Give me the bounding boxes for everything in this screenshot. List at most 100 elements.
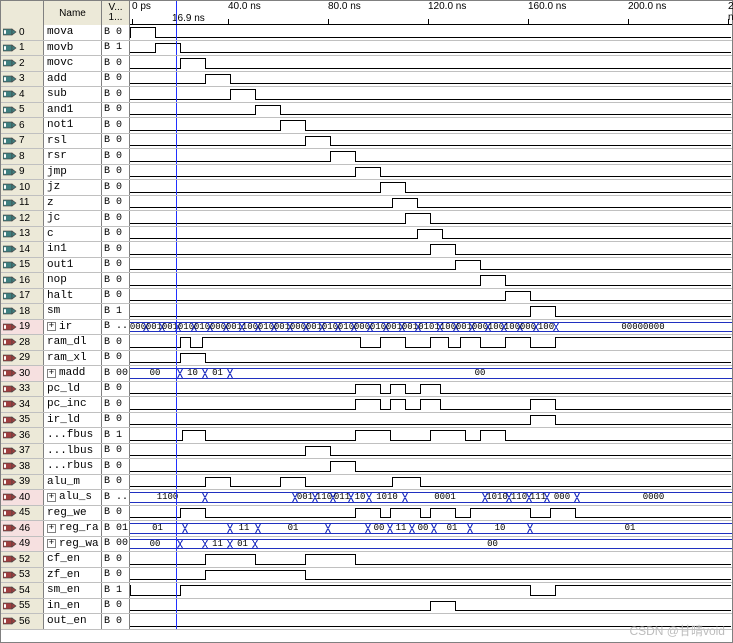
signal-name-cell[interactable]: jc [44,211,102,226]
waveform-lane[interactable] [130,134,732,149]
row-handle[interactable]: 53 [1,568,44,583]
signal-name-cell[interactable]: ...lbus [44,444,102,459]
signal-row[interactable]: 2movcB 0 [1,56,732,72]
row-handle[interactable]: 30 [1,366,44,381]
name-header[interactable]: Name [44,1,102,25]
waveform-lane[interactable]: 00100100 [130,366,732,381]
row-handle[interactable]: 52 [1,552,44,567]
row-handle[interactable]: 2 [1,56,44,71]
expand-toggle[interactable]: + [47,369,56,378]
signal-row[interactable]: 38...rbusB 0 [1,459,732,475]
waveform-lane[interactable] [130,118,732,133]
signal-row[interactable]: 5and1B 0 [1,103,732,119]
row-handle[interactable]: 34 [1,397,44,412]
signal-value-cell[interactable]: B 00 [102,366,130,381]
signal-row[interactable]: 36...fbusB 1 [1,428,732,444]
signal-value-cell[interactable]: B 0 [102,568,130,583]
row-handle[interactable]: 12 [1,211,44,226]
signal-value-cell[interactable]: B 0 [102,196,130,211]
signal-name-cell[interactable]: +reg_ra [44,521,102,536]
signal-value-cell[interactable]: B 0 [102,242,130,257]
expand-toggle[interactable]: + [47,322,56,331]
signal-name-cell[interactable]: sm [44,304,102,319]
value-header[interactable]: V... 1... [102,1,130,25]
signal-name-cell[interactable]: ram_dl [44,335,102,350]
signal-value-cell[interactable]: B 0 [102,87,130,102]
row-handle[interactable]: 35 [1,413,44,428]
expand-toggle[interactable]: + [47,493,56,502]
row-handle[interactable]: 39 [1,475,44,490]
signal-value-cell[interactable]: B 0 [102,118,130,133]
signal-name-cell[interactable]: in1 [44,242,102,257]
row-handle[interactable]: 40 [1,490,44,505]
row-handle[interactable]: 49 [1,537,44,552]
signal-name-cell[interactable]: sm_en [44,583,102,598]
row-handle[interactable]: 8 [1,149,44,164]
waveform-lane[interactable] [130,273,732,288]
signal-value-cell[interactable]: B 0 [102,351,130,366]
signal-name-cell[interactable]: c [44,227,102,242]
signal-value-cell[interactable]: B 1 [102,583,130,598]
waveform-lane[interactable] [130,552,732,567]
signal-row[interactable]: 1movbB 1 [1,41,732,57]
row-handle[interactable]: 6 [1,118,44,133]
signal-name-cell[interactable]: ram_xl [44,351,102,366]
signal-name-cell[interactable]: mova [44,25,102,40]
row-handle[interactable]: 5 [1,103,44,118]
signal-row[interactable]: 18smB 1 [1,304,732,320]
row-handle[interactable]: 4 [1,87,44,102]
waveform-lane[interactable] [130,397,732,412]
expand-toggle[interactable]: + [47,539,56,548]
signal-row[interactable]: 9jmpB 0 [1,165,732,181]
waveform-lane[interactable] [130,242,732,257]
signal-row[interactable]: 39alu_mB 0 [1,475,732,491]
row-handle[interactable]: 46 [1,521,44,536]
signal-name-cell[interactable]: z [44,196,102,211]
signal-name-cell[interactable]: reg_we [44,506,102,521]
waveform-lane[interactable] [130,165,732,180]
signal-value-cell[interactable]: B 0 [102,211,130,226]
row-handle[interactable]: 1 [1,41,44,56]
waveform-lane[interactable]: 1100001110011101010000110101101110000000 [130,490,732,505]
signal-value-cell[interactable]: B 0 [102,165,130,180]
signal-row[interactable]: 52cf_enB 0 [1,552,732,568]
row-handle[interactable]: 36 [1,428,44,443]
signal-name-cell[interactable]: halt [44,289,102,304]
signal-name-cell[interactable]: and1 [44,103,102,118]
row-handle[interactable]: 11 [1,196,44,211]
signal-row[interactable]: 4subB 0 [1,87,732,103]
signal-value-cell[interactable]: B 0 [102,413,130,428]
signal-value-cell[interactable]: B 0 [102,459,130,474]
row-handle[interactable]: 16 [1,273,44,288]
waveform-lane[interactable] [130,41,732,56]
waveform-lane[interactable] [130,103,732,118]
row-handle[interactable]: 28 [1,335,44,350]
row-handle[interactable]: 7 [1,134,44,149]
signal-row[interactable]: 11zB 0 [1,196,732,212]
row-handle[interactable]: 15 [1,258,44,273]
signal-value-cell[interactable]: B ... [102,490,130,505]
waveform-lane[interactable] [130,227,732,242]
waveform-lane[interactable] [130,196,732,211]
signal-name-cell[interactable]: rsr [44,149,102,164]
row-handle[interactable]: 18 [1,304,44,319]
row-handle[interactable]: 29 [1,351,44,366]
signal-row[interactable]: 35ir_ldB 0 [1,413,732,429]
signal-row[interactable]: 13cB 0 [1,227,732,243]
signal-value-cell[interactable]: B 0 [102,56,130,71]
waveform-lane[interactable] [130,382,732,397]
signal-row[interactable]: 0movaB 0 [1,25,732,41]
waveform-lane[interactable] [130,87,732,102]
waveform-lane[interactable] [130,428,732,443]
waveform-lane[interactable] [130,304,732,319]
waveform-lane[interactable] [130,351,732,366]
signal-name-cell[interactable]: +alu_s [44,490,102,505]
waveform-lane[interactable] [130,506,732,521]
signal-value-cell[interactable]: B 1 [102,41,130,56]
signal-row[interactable]: 49+reg_waB 0000110100 [1,537,732,553]
signal-value-cell[interactable]: B 0 [102,444,130,459]
signal-value-cell[interactable]: B 0 [102,258,130,273]
waveform-lane[interactable] [130,211,732,226]
row-handle[interactable]: 9 [1,165,44,180]
signal-row[interactable]: 8rsrB 0 [1,149,732,165]
